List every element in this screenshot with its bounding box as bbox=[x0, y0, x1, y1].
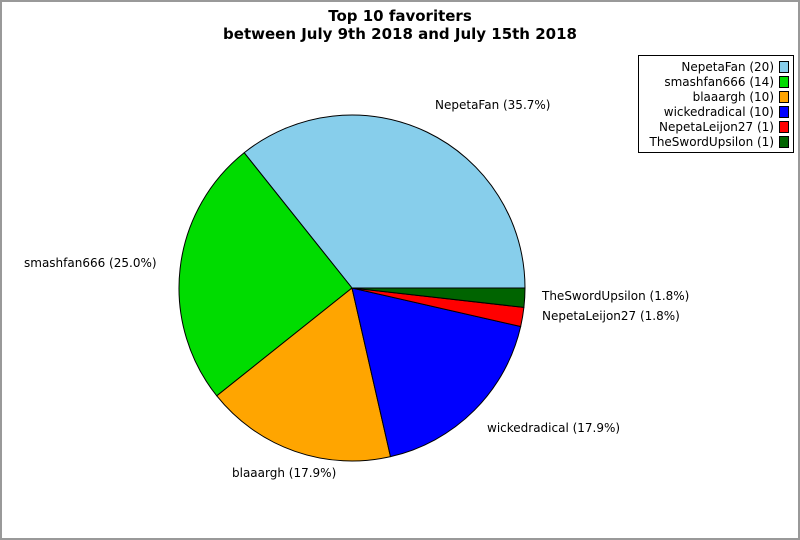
legend-item: smashfan666 (14) bbox=[643, 74, 789, 89]
legend-swatch bbox=[779, 75, 789, 88]
legend-item: NepetaFan (20) bbox=[643, 59, 789, 74]
pie-label-nepetaleijon27: NepetaLeijon27 (1.8%) bbox=[542, 309, 680, 323]
legend-label: NepetaLeijon27 (1) bbox=[659, 119, 774, 134]
legend-item: wickedradical (10) bbox=[643, 104, 789, 119]
legend-label: smashfan666 (14) bbox=[664, 74, 774, 89]
legend-swatch bbox=[779, 90, 789, 103]
chart-title-line1: Top 10 favoriters bbox=[328, 7, 472, 25]
pie-slice-blaaargh bbox=[216, 287, 391, 462]
legend-swatch bbox=[779, 105, 789, 118]
pie-label-smashfan666: smashfan666 (25.0%) bbox=[24, 256, 157, 270]
legend-item: NepetaLeijon27 (1) bbox=[643, 119, 789, 134]
chart-title: Top 10 favoriters between July 9th 2018 … bbox=[2, 7, 798, 43]
legend: NepetaFan (20) smashfan666 (14) blaaargh… bbox=[638, 55, 794, 153]
legend-swatch bbox=[779, 120, 789, 133]
legend-label: NepetaFan (20) bbox=[681, 59, 774, 74]
pie-slice-wickedradical bbox=[351, 287, 522, 458]
pie-label-nepetafan: NepetaFan (35.7%) bbox=[435, 98, 551, 112]
pie-slice-theswordupsilon bbox=[351, 287, 526, 308]
legend-label: wickedradical (10) bbox=[663, 104, 774, 119]
pie-slice-smashfan666 bbox=[178, 152, 353, 397]
legend-label: blaaargh (10) bbox=[692, 89, 774, 104]
legend-item: TheSwordUpsilon (1) bbox=[643, 134, 789, 149]
pie-label-wickedradical: wickedradical (17.9%) bbox=[487, 421, 621, 435]
chart-title-line2: between July 9th 2018 and July 15th 2018 bbox=[223, 25, 577, 43]
legend-swatch bbox=[779, 135, 789, 148]
legend-label: TheSwordUpsilon (1) bbox=[649, 134, 774, 149]
pie-label-theswordupsilon: TheSwordUpsilon (1.8%) bbox=[542, 289, 690, 303]
legend-swatch bbox=[779, 60, 789, 73]
pie-label-blaaargh: blaaargh (17.9%) bbox=[232, 466, 337, 480]
legend-item: blaaargh (10) bbox=[643, 89, 789, 104]
pie-slice-nepetafan bbox=[243, 114, 526, 289]
